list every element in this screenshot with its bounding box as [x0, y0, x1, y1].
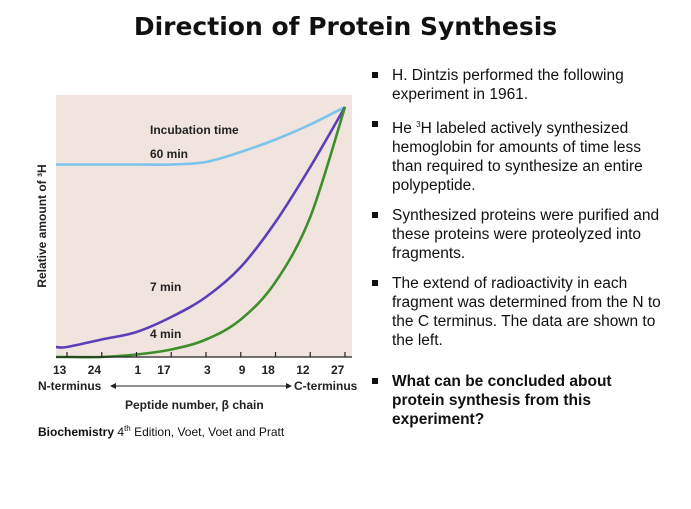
bullet-text: Synthesized proteins were purified and t…	[392, 207, 660, 263]
x-tick-label: 13	[53, 363, 67, 377]
c-terminus-label: C-terminus	[294, 379, 358, 393]
bullet-item: He 3H labeled actively synthesized hemog…	[368, 115, 668, 195]
x-tick-label: 17	[157, 363, 171, 377]
left-arrow-head	[110, 383, 116, 389]
bullet-item-question: What can be concluded about protein synt…	[368, 372, 668, 429]
bullet-marker	[372, 121, 378, 127]
x-tick-label: 12	[296, 363, 310, 377]
x-axis-label: Peptide number, β chain	[125, 398, 264, 412]
bullet-text-post: H labeled actively synthesized hemoglobi…	[392, 120, 643, 195]
tick-layer: 13 24 1 17 3 9 18 12 27	[53, 352, 346, 377]
n-terminus-label: N-terminus	[38, 379, 102, 393]
citation: Biochemistry 4th Edition, Voet, Voet and…	[38, 424, 284, 439]
annotation-header: Incubation time	[150, 123, 239, 137]
x-tick-label: 18	[262, 363, 276, 377]
bullet-marker	[372, 280, 378, 287]
right-arrow-head	[286, 383, 292, 389]
citation-book: Biochemistry	[38, 425, 115, 439]
series-label-7-min: 7 min	[150, 280, 181, 294]
x-tick-label: 3	[204, 363, 211, 377]
bullet-text: What can be concluded about protein synt…	[392, 373, 612, 429]
citation-rest: Edition, Voet, Voet and Pratt	[134, 425, 285, 439]
bullet-marker	[372, 72, 378, 78]
bullet-marker	[372, 212, 378, 219]
bullet-item: Synthesized proteins were purified and t…	[368, 206, 668, 263]
bullet-text-pre: He	[392, 120, 417, 138]
bullet-item: H. Dintzis performed the following exper…	[368, 66, 668, 104]
series-label-4-min: 4 min	[150, 327, 181, 341]
series-label-60-min: 60 min	[150, 147, 188, 161]
y-axis-label: Relative amount of ³H	[35, 164, 49, 287]
bullet-text: The extend of radioactivity in each frag…	[392, 275, 661, 350]
series-labels: 60 min 7 min 4 min	[150, 147, 188, 341]
slide-title: Direction of Protein Synthesis	[133, 12, 558, 41]
series-line-60-min	[56, 105, 346, 166]
x-tick-label: 24	[88, 363, 102, 377]
bullet-list: H. Dintzis performed the following exper…	[368, 66, 668, 440]
x-tick-label: 9	[239, 363, 246, 377]
bullet-text: H. Dintzis performed the following exper…	[392, 67, 624, 103]
bullet-text-sup: 3	[416, 120, 421, 129]
series-line-7-min	[55, 106, 347, 349]
x-tick-label: 1	[135, 363, 142, 377]
bullet-item: The extend of radioactivity in each frag…	[368, 274, 668, 350]
citation-edition-num: 4	[117, 425, 125, 439]
citation-edition-sup: th	[124, 424, 131, 433]
plot-background	[56, 95, 352, 357]
x-tick-label: 27	[331, 363, 345, 377]
bullet-marker	[372, 378, 378, 385]
